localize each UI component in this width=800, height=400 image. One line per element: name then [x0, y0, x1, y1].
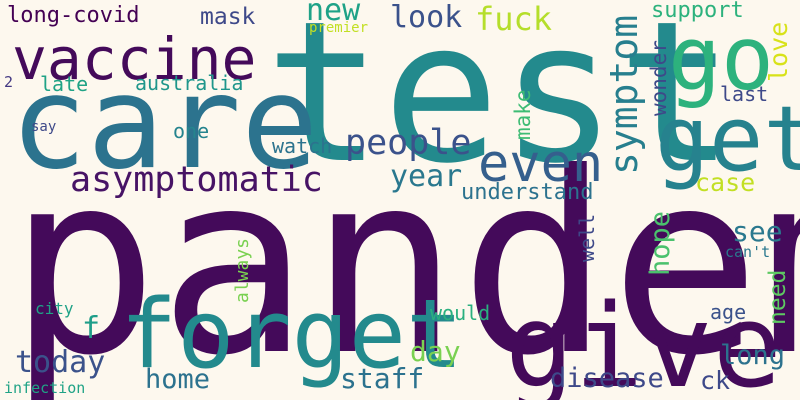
word-home: home	[145, 364, 211, 395]
word-f: f	[82, 311, 101, 346]
word-can't: can't	[725, 243, 771, 261]
word-last: last	[720, 82, 769, 106]
word-asymptomatic: asymptomatic	[70, 160, 323, 200]
word-say: say	[31, 119, 57, 135]
word-look: look	[390, 0, 463, 35]
word-disease: disease	[550, 363, 664, 394]
word-case: case	[695, 168, 756, 197]
word-watch: watch	[272, 134, 333, 158]
word-day: day	[410, 335, 461, 368]
word-people: people	[345, 123, 472, 163]
word-australia: australia	[135, 71, 244, 95]
word-need: need	[765, 269, 791, 325]
word-staff: staff	[340, 362, 425, 395]
word-support: support	[651, 0, 744, 23]
word-even: even	[478, 134, 604, 194]
word-long: long	[720, 340, 786, 371]
word-well: well	[575, 213, 599, 262]
word-fuck: fuck	[475, 0, 553, 38]
word-love: love	[764, 21, 793, 82]
word-always: always	[232, 237, 253, 303]
word-understand: understand	[461, 180, 594, 205]
word-city: city	[35, 299, 74, 318]
word-would: would	[430, 301, 491, 325]
word-give: give	[505, 280, 782, 400]
word-new: new	[306, 0, 361, 28]
word-premier: premier	[309, 20, 369, 36]
word-see: see	[732, 215, 783, 248]
word-forget: forget	[120, 280, 464, 390]
word-go: go	[668, 7, 774, 110]
word-pandemic: pandemic	[8, 119, 800, 400]
word-infection: infection	[4, 379, 86, 397]
word-mask: mask	[200, 4, 256, 30]
word-year: year	[390, 159, 463, 194]
word-get: get	[655, 87, 800, 192]
word-today: today	[15, 345, 106, 380]
word-care: care	[10, 49, 319, 198]
word-symptom: symptom	[602, 14, 646, 175]
word-ck: ck	[700, 366, 731, 395]
word-late: late	[40, 72, 89, 96]
word-hope: hope	[645, 210, 676, 276]
word-2: 2	[4, 73, 14, 91]
word-make: make	[511, 89, 535, 140]
word-one: one	[173, 119, 210, 143]
word-wonder: wonder	[647, 40, 671, 116]
word-age: age	[710, 300, 747, 324]
word-test: test	[265, 0, 735, 206]
word-long-covid: long-covid	[7, 3, 140, 28]
word-vaccine: vaccine	[12, 25, 257, 93]
